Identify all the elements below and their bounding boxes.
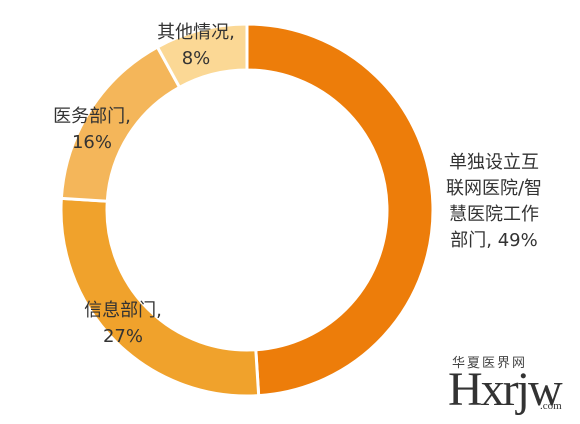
watermark-logo: Hxrjw (448, 363, 563, 416)
data-label: 信息部门, 27% (84, 300, 162, 347)
watermark-site: 华夏医界网 (452, 355, 528, 370)
donut-slice (155, 22, 249, 90)
data-label: 医务部门, 16% (53, 106, 131, 153)
watermark-domain: .com (540, 400, 562, 412)
data-label: 其他情况, 8% (157, 22, 235, 69)
data-label: 单独设立互联网医院/智慧医院工作部门, 49% (445, 152, 543, 251)
donut-slice (245, 22, 435, 398)
